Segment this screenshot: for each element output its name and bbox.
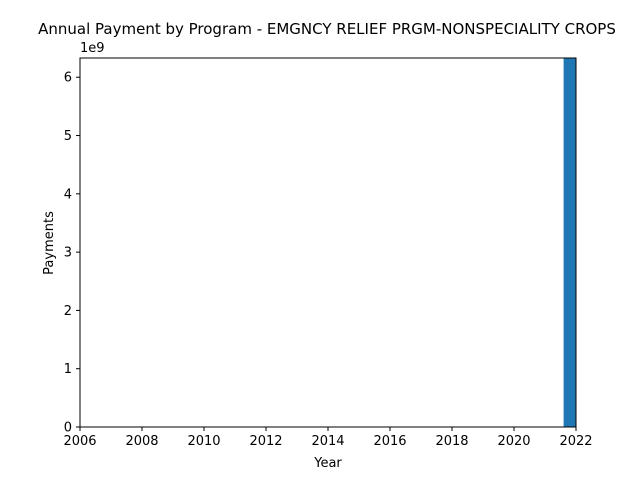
y-tick-label: 4 [64, 187, 72, 202]
y-tick-label: 5 [64, 129, 72, 144]
x-axis-label: Year [313, 456, 342, 471]
x-tick-label: 2006 [63, 434, 96, 449]
y-tick-label: 6 [64, 71, 72, 86]
y-tick-label: 1 [64, 362, 72, 377]
x-tick-label: 2018 [435, 434, 468, 449]
chart-title: Annual Payment by Program - EMGNCY RELIE… [38, 20, 616, 38]
y-axis-label: Payments [42, 211, 57, 275]
y-offset-text: 1e9 [80, 41, 105, 56]
bars-group [563, 58, 576, 427]
y-tick-label: 0 [64, 421, 72, 436]
x-tick-label: 2010 [187, 434, 220, 449]
y-tick-label: 3 [64, 246, 72, 261]
x-tick-label: 2022 [559, 434, 592, 449]
x-axis: 2006 2008 2010 2012 2014 2016 2018 2020 2022 [63, 427, 593, 449]
x-tick-label: 2016 [373, 434, 406, 449]
y-axis: 0 1 2 3 4 5 6 [64, 71, 80, 436]
y-tick-label: 2 [64, 304, 72, 319]
bar-2022 [563, 58, 576, 427]
x-tick-label: 2012 [249, 434, 282, 449]
x-tick-label: 2008 [125, 434, 158, 449]
plot-background [80, 58, 576, 427]
plot-area [79, 57, 577, 428]
x-tick-label: 2020 [497, 434, 530, 449]
x-tick-label: 2014 [311, 434, 344, 449]
